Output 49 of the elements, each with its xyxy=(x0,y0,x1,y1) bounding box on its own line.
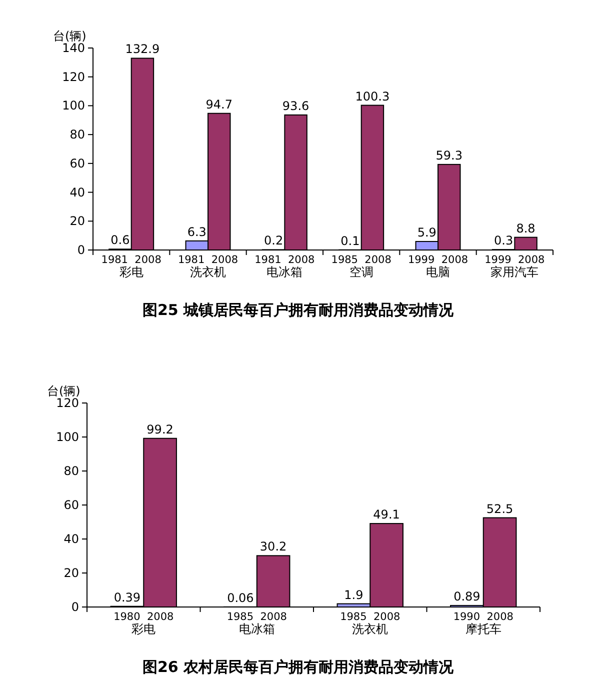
x-tick-label: 1981 2008 电冰箱 xyxy=(254,254,315,279)
y-tick-label: 120 xyxy=(62,70,85,84)
y-tick-label: 80 xyxy=(64,464,79,478)
y-tick-label: 60 xyxy=(70,156,85,170)
x-tick-label: 1999 2008 家用汽车 xyxy=(484,254,545,279)
y-tick-label: 100 xyxy=(56,430,79,444)
data-label: 0.3 xyxy=(494,234,514,248)
data-label: 8.8 xyxy=(516,221,536,236)
x-tick-label: 1981 2008 彩电 xyxy=(101,254,162,279)
data-label: 100.3 xyxy=(355,89,390,104)
data-label: 6.3 xyxy=(187,224,206,239)
x-tick-label: 1985 2008 洗衣机 xyxy=(340,611,400,636)
data-label: 132.9 xyxy=(125,42,160,56)
text: 图26 农村居民每百户拥有耐用消费品变动情况 xyxy=(142,658,455,676)
data-label: 52.5 xyxy=(486,502,514,516)
data-label: 0.6 xyxy=(110,233,130,248)
text: 图25 城镇居民每百户拥有耐用消费品变动情况 xyxy=(142,301,455,319)
x-tick-label: 1999 2008 电脑 xyxy=(408,254,468,279)
y-tick-label: 40 xyxy=(64,532,79,546)
data-label: 0.06 xyxy=(227,590,254,605)
data-label: 0.2 xyxy=(264,234,284,248)
x-tick-label: 1985 2008 空调 xyxy=(331,254,392,279)
x-tick-label: 1985 2008 电冰箱 xyxy=(226,611,287,636)
data-label: 0.1 xyxy=(340,234,360,248)
data-label: 59.3 xyxy=(436,148,462,162)
y-tick-label: 80 xyxy=(70,128,85,142)
data-label: 93.6 xyxy=(282,98,310,113)
y-axis-title: 台(辆) xyxy=(53,29,86,43)
y-tick-label: 20 xyxy=(64,566,79,580)
x-tick-label: 1981 2008 洗衣机 xyxy=(178,254,238,279)
data-label: 5.9 xyxy=(417,225,436,240)
y-tick-label: 140 xyxy=(62,41,85,55)
data-label: 1.9 xyxy=(344,588,364,602)
y-tick-label: 120 xyxy=(56,396,79,410)
data-label: 99.2 xyxy=(146,422,174,436)
y-tick-label: 20 xyxy=(70,214,85,228)
data-label: 0.39 xyxy=(114,590,141,604)
x-tick-label: 1990 2008 摩托车 xyxy=(453,611,514,636)
y-tick-label: 40 xyxy=(70,185,85,200)
y-tick-label: 60 xyxy=(64,498,79,512)
data-label: 49.1 xyxy=(373,508,400,522)
data-label: 0.89 xyxy=(454,589,480,604)
y-tick-label: 0 xyxy=(71,600,79,614)
y-tick-label: 0 xyxy=(77,243,85,257)
y-tick-label: 100 xyxy=(62,98,85,113)
data-label: 30.2 xyxy=(260,540,287,554)
x-tick-label: 1980 2008 彩电 xyxy=(114,611,174,636)
data-label: 94.7 xyxy=(206,97,232,112)
y-axis-title: 台(辆) xyxy=(47,384,80,398)
